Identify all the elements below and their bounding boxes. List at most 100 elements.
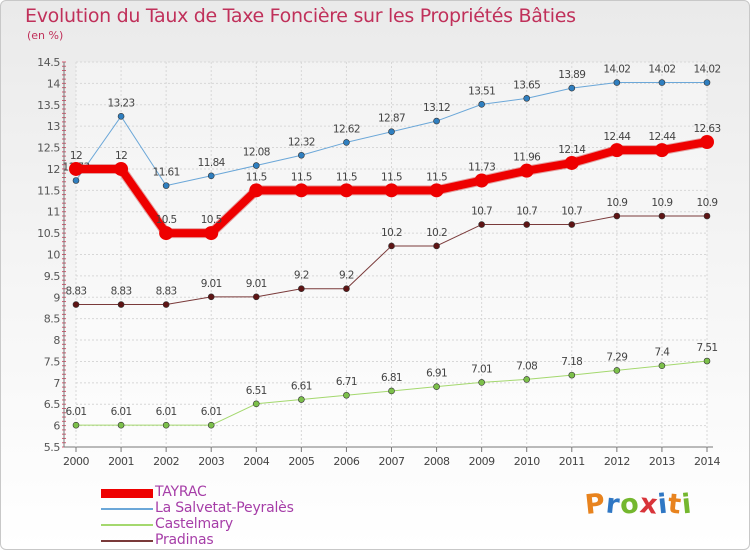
data-label: 10.9 — [651, 197, 672, 209]
data-label: 14.02 — [693, 64, 720, 76]
data-point — [523, 221, 531, 228]
chart-legend: TAYRAC La Salvetat-Peyralès Castelmary Prad… — [101, 484, 421, 549]
data-point — [298, 151, 305, 159]
data-label: 13.65 — [513, 79, 540, 91]
data-label: 6.91 — [426, 368, 447, 380]
data-point — [519, 163, 534, 178]
y-tick-label: 6 — [53, 420, 60, 433]
data-label: 13.23 — [108, 97, 135, 109]
data-point — [207, 172, 215, 180]
data-label: 6.01 — [201, 406, 222, 418]
data-label: 12 — [70, 150, 82, 162]
chart-unit-label: (en %) — [27, 29, 64, 42]
data-point — [523, 95, 531, 102]
data-point — [658, 212, 666, 220]
y-tick-label: 14 — [47, 77, 61, 90]
y-tick-label: 9 — [53, 291, 60, 304]
data-label: 12.87 — [378, 113, 405, 125]
data-label: 14.02 — [648, 64, 675, 76]
data-point — [343, 139, 350, 146]
legend-swatch — [101, 540, 153, 542]
data-point — [159, 226, 174, 241]
chart-title: Evolution du Taux de Taxe Foncière sur l… — [25, 5, 576, 27]
data-label: 11.5 — [381, 171, 402, 183]
data-point — [564, 155, 579, 170]
data-label: 12.08 — [243, 147, 270, 159]
x-tick-label: 2014 — [694, 455, 720, 468]
data-point — [433, 383, 440, 390]
data-point — [204, 226, 219, 241]
y-tick-label: 6.5 — [44, 398, 61, 411]
y-tick-label: 11.5 — [37, 184, 60, 197]
y-tick-label: 9.5 — [44, 270, 61, 283]
data-point — [117, 421, 125, 429]
data-label: 10.5 — [201, 214, 222, 226]
legend-label: Pradinas — [155, 532, 214, 548]
data-label: 8.83 — [156, 286, 177, 298]
y-tick-label: 10.5 — [37, 227, 60, 240]
data-point — [478, 379, 485, 386]
data-point — [162, 182, 170, 189]
y-tick-label: 5.5 — [44, 441, 61, 454]
x-tick-label: 2010 — [514, 455, 540, 468]
x-tick-label: 2009 — [469, 455, 495, 468]
data-label: 7.01 — [471, 363, 492, 375]
data-point — [72, 301, 80, 308]
data-point — [658, 362, 666, 370]
data-label: 14.02 — [603, 64, 630, 76]
data-label: 9.2 — [294, 270, 309, 282]
data-label: 11.84 — [198, 157, 226, 169]
data-label: 7.29 — [606, 351, 627, 363]
data-point — [117, 301, 125, 308]
y-tick-label: 13 — [47, 120, 61, 133]
y-tick-label: 11 — [47, 206, 60, 219]
data-label: 8.83 — [66, 286, 87, 298]
data-label: 12.44 — [603, 131, 631, 143]
data-point — [162, 421, 170, 429]
data-point — [162, 301, 170, 308]
data-label: 10.5 — [156, 214, 177, 226]
legend-swatch — [101, 524, 153, 526]
data-point — [613, 79, 621, 86]
y-tick-label: 8 — [53, 334, 60, 347]
y-tick-label: 14.5 — [37, 56, 60, 69]
data-label: 11.96 — [513, 152, 541, 164]
y-tick-label: 12.5 — [37, 142, 60, 155]
data-point — [298, 285, 305, 293]
data-point — [609, 143, 624, 158]
data-label: 7.4 — [654, 347, 670, 359]
data-label: 12.44 — [648, 131, 676, 143]
data-point — [252, 400, 260, 408]
data-point — [703, 79, 711, 86]
data-point — [207, 293, 215, 301]
data-point — [478, 221, 485, 228]
x-tick-label: 2007 — [379, 455, 405, 468]
data-label: 13.51 — [468, 85, 495, 97]
data-label: 11.73 — [468, 161, 495, 173]
x-tick-label: 2004 — [243, 455, 269, 468]
y-tick-label: 10 — [47, 249, 61, 262]
data-point — [568, 221, 576, 228]
data-label: 7.08 — [516, 360, 537, 372]
data-point — [69, 161, 83, 176]
data-point — [700, 134, 714, 149]
legend-label: Castelmary — [155, 516, 233, 532]
data-point — [252, 293, 260, 301]
data-point — [568, 371, 576, 379]
data-label: 7.51 — [697, 342, 718, 354]
legend-label: La Salvetat-Peyralès — [155, 500, 294, 516]
data-label: 11.61 — [153, 167, 180, 179]
data-label: 6.71 — [336, 376, 357, 388]
data-point — [429, 183, 444, 198]
x-tick-label: 2002 — [153, 455, 179, 468]
data-point — [703, 357, 711, 365]
x-tick-label: 2003 — [198, 455, 224, 468]
y-tick-label: 13.5 — [37, 99, 60, 112]
data-label: 10.7 — [561, 206, 582, 218]
data-point — [207, 421, 215, 429]
data-label: 12.63 — [693, 123, 720, 135]
data-point — [114, 161, 129, 176]
data-label: 7.18 — [561, 356, 582, 368]
